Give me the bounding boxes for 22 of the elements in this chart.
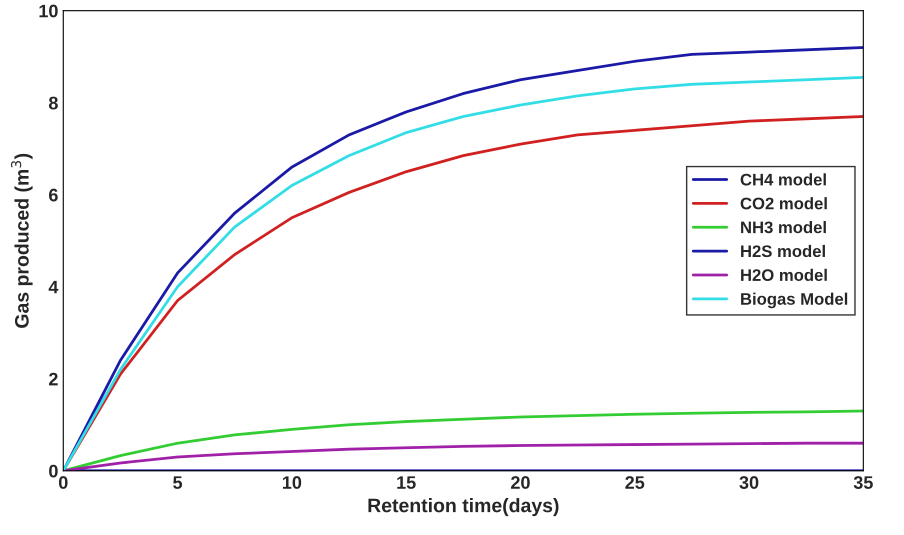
x-tick-label: 35 (854, 476, 873, 489)
legend-label: NH3 model (741, 221, 826, 234)
y-tick-label: 0 (49, 464, 58, 478)
legend-label: H2O model (741, 268, 827, 281)
y-tick-label: 4 (48, 280, 58, 294)
x-axis-title: Retention time(days) (368, 498, 558, 516)
x-tick-label: 25 (625, 476, 644, 489)
x-tick-label: 10 (282, 476, 302, 489)
legend-label: CH4 model (740, 173, 826, 186)
x-tick-label: 0 (58, 476, 68, 489)
y-tick-label: 10 (39, 4, 58, 18)
legend-label: H2S model (741, 244, 825, 258)
y-tick-label: 2 (49, 372, 58, 386)
x-tick-label: 30 (739, 476, 758, 489)
x-tick-label: 20 (511, 476, 530, 489)
x-tick-label: 15 (397, 476, 416, 489)
x-tick-label: 5 (173, 476, 182, 489)
y-axis-title: Gas produced (m$^{3}$) (11, 154, 33, 328)
legend-label: Biogas Model (741, 292, 848, 308)
legend-label: CO2 model (740, 197, 827, 210)
y-tick-label: 8 (48, 96, 58, 110)
y-tick-label: 6 (49, 188, 58, 202)
